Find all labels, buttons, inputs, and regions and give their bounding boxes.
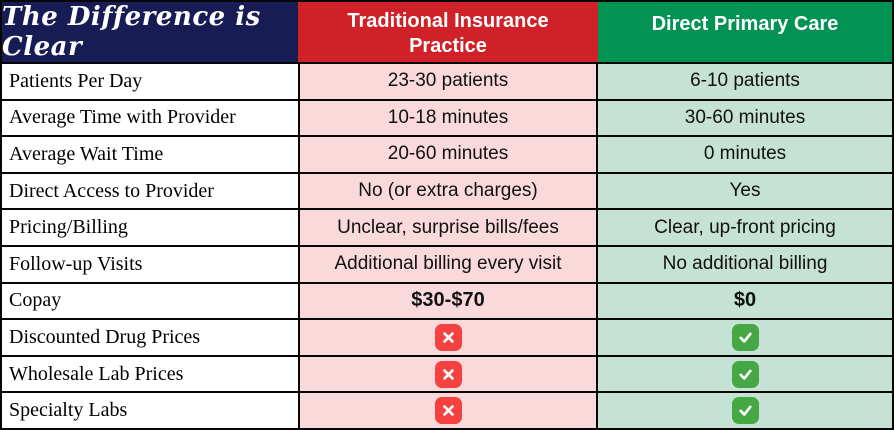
- cross-icon: [434, 397, 462, 425]
- value-dpc: [598, 354, 892, 392]
- value-dpc: [598, 318, 892, 355]
- row-label-patients-per-day: Patients Per Day: [2, 62, 298, 99]
- value-traditional: Additional billing every visit: [298, 244, 598, 282]
- value-dpc: 30-60 minutes: [598, 98, 892, 136]
- value-traditional: 23-30 patients: [298, 62, 598, 99]
- value-dpc: Clear, up-front pricing: [598, 208, 892, 245]
- row-label-average-wait-time: Average Wait Time: [2, 135, 298, 172]
- check-icon: [731, 397, 759, 425]
- row-label-pricing-billing: Pricing/Billing: [2, 208, 298, 245]
- table-title: The Difference is Clear: [2, 2, 298, 62]
- value-traditional: 20-60 minutes: [298, 135, 598, 172]
- row-label-direct-access-to-provider: Direct Access to Provider: [2, 171, 298, 209]
- row-label-discounted-drug-prices: Discounted Drug Prices: [2, 318, 298, 355]
- value-dpc: No additional billing: [598, 244, 892, 282]
- value-traditional: $30-$70: [298, 281, 598, 319]
- row-label-copay: Copay: [2, 281, 298, 319]
- value-dpc: 0 minutes: [598, 135, 892, 172]
- value-traditional: 10-18 minutes: [298, 98, 598, 136]
- value-traditional: Unclear, surprise bills/fees: [298, 208, 598, 245]
- value-dpc: $0: [598, 281, 892, 319]
- row-label-wholesale-lab-prices: Wholesale Lab Prices: [2, 354, 298, 392]
- value-traditional: [298, 391, 598, 428]
- check-icon: [731, 323, 759, 351]
- column-header-direct-primary-care: Direct Primary Care: [598, 2, 892, 62]
- row-label-follow-up-visits: Follow-up Visits: [2, 244, 298, 282]
- value-traditional: [298, 354, 598, 392]
- row-label-average-time-with-provider: Average Time with Provider: [2, 98, 298, 136]
- row-label-specialty-labs: Specialty Labs: [2, 391, 298, 428]
- cross-icon: [434, 360, 462, 388]
- value-traditional: [298, 318, 598, 355]
- value-dpc: Yes: [598, 171, 892, 209]
- value-dpc: 6-10 patients: [598, 62, 892, 99]
- value-traditional: No (or extra charges): [298, 171, 598, 209]
- value-dpc: [598, 391, 892, 428]
- check-icon: [731, 360, 759, 388]
- cross-icon: [434, 323, 462, 351]
- column-header-traditional-insurance: Traditional Insurance Practice: [298, 2, 598, 62]
